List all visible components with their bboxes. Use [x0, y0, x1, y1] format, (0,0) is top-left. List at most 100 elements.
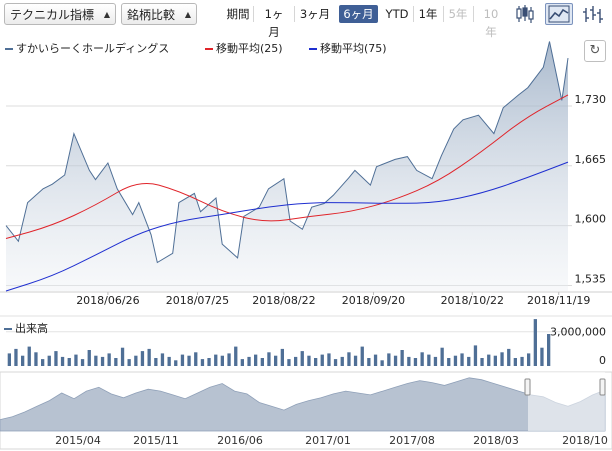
legend-ma25[interactable]: 移動平均(25)	[205, 40, 283, 56]
navigator-area	[0, 377, 606, 432]
legend-price[interactable]: すかいらーくホールディングス	[5, 40, 169, 56]
y-tick-label: 1,600	[575, 213, 607, 226]
volume-bar	[87, 350, 91, 366]
volume-bar	[227, 353, 231, 366]
divider	[253, 6, 254, 22]
period-1y-button[interactable]: 1年	[418, 7, 438, 21]
legend-price-label: すかいらーくホールディングス	[16, 42, 170, 55]
legend-swatch	[205, 48, 213, 50]
volume-bar	[320, 354, 324, 366]
volume-bar	[387, 353, 391, 366]
navigator-left-handle	[524, 378, 531, 396]
volume-bar	[107, 353, 111, 366]
navigator-tick-label: 2015/04	[55, 434, 101, 447]
volume-bar	[80, 359, 85, 366]
volume-bar	[487, 354, 491, 366]
period-3m-button[interactable]: 3ヶ月	[299, 7, 331, 21]
compare-select[interactable]: 銘柄比較 ▲	[121, 3, 197, 25]
ma75-line	[5, 161, 569, 292]
volume-bar	[367, 358, 371, 366]
volume-bar	[74, 354, 78, 366]
volume-bar	[34, 352, 38, 366]
volume-bar	[27, 346, 31, 366]
volume-bar	[393, 355, 398, 366]
volume-bar	[493, 355, 497, 366]
volume-bar	[54, 351, 58, 366]
compare-label: 銘柄比較	[127, 8, 176, 22]
volume-bar	[41, 359, 45, 366]
volume-bar	[440, 347, 444, 366]
legend-ma25-label: 移動平均(25)	[216, 42, 283, 55]
volume-bar	[160, 353, 165, 366]
area-chart-button[interactable]	[545, 3, 573, 25]
volume-title: 出来高	[4, 320, 48, 336]
legend-ma75[interactable]: 移動平均(75)	[309, 40, 387, 56]
volume-bar	[120, 347, 125, 366]
volume-bar	[294, 356, 298, 366]
volume-bar	[180, 354, 185, 366]
volume-bar	[380, 360, 384, 366]
navigator-right-handle	[599, 378, 606, 396]
legend-ma75-label: 移動平均(75)	[320, 42, 387, 55]
volume-bar	[314, 358, 318, 366]
period-10y-button[interactable]: 10年	[483, 7, 499, 39]
volume-bar	[307, 355, 311, 366]
volume-bar	[100, 356, 105, 366]
volume-bar	[167, 356, 171, 366]
volume-bar	[207, 358, 211, 366]
volume-bar	[147, 348, 151, 366]
area-chart-icon	[548, 5, 570, 23]
period-6m-button[interactable]: 6ヶ月	[339, 5, 378, 23]
sort-arrows-icon: ▲	[184, 10, 191, 19]
ma25-line	[5, 94, 569, 239]
x-tick-label: 2018/09/20	[342, 294, 405, 307]
volume-bar	[540, 347, 544, 366]
volume-bar	[447, 358, 451, 366]
volume-bar	[427, 354, 431, 366]
volume-bar	[254, 354, 258, 366]
technical-indicator-select[interactable]: テクニカル指標 ▲	[4, 3, 116, 25]
volume-bar	[260, 358, 264, 366]
volume-bar	[413, 358, 418, 366]
volume-bar	[513, 358, 517, 366]
volume-bar	[547, 334, 551, 366]
volume-bar	[7, 353, 11, 366]
period-1m-button[interactable]: 1ヶ月	[264, 7, 284, 39]
x-tick-label: 2018/11/19	[527, 294, 590, 307]
volume-bar	[340, 356, 344, 366]
technical-indicator-label: テクニカル指標	[10, 8, 95, 22]
volume-bar	[420, 352, 424, 366]
volume-bar	[94, 355, 98, 366]
volume-bar	[500, 352, 504, 366]
volume-bar	[21, 355, 25, 366]
volume-bar	[67, 358, 71, 366]
volume-bar	[360, 346, 364, 366]
navigator-tick-label: 2016/06	[217, 434, 263, 447]
volume-bar	[460, 353, 464, 366]
volume-bar	[287, 359, 291, 366]
divider	[413, 6, 414, 22]
volume-bar	[473, 345, 478, 366]
period-5y-button[interactable]: 5年	[448, 7, 468, 21]
candlestick-button[interactable]	[512, 3, 538, 25]
volume-bar	[407, 356, 411, 366]
candlestick-icon	[516, 5, 534, 23]
refresh-icon: ↻	[589, 43, 601, 58]
period-ytd-button[interactable]: YTD	[385, 7, 409, 21]
volume-bar	[353, 355, 358, 366]
bar-chart-button[interactable]	[580, 3, 606, 25]
volume-bar	[60, 356, 65, 366]
volume-bar	[187, 355, 191, 366]
volume-bar	[400, 350, 404, 366]
refresh-button[interactable]: ↻	[584, 40, 606, 62]
volume-bar	[533, 319, 537, 366]
x-tick-label: 2018/08/22	[252, 294, 315, 307]
volume-bar	[347, 352, 351, 366]
volume-bar	[14, 348, 18, 366]
divider	[294, 6, 295, 22]
navigator-tick-label: 2017/01	[305, 434, 351, 447]
sort-arrows-icon: ▲	[103, 10, 110, 19]
volume-bar	[200, 359, 205, 366]
volume-bar	[453, 355, 458, 366]
